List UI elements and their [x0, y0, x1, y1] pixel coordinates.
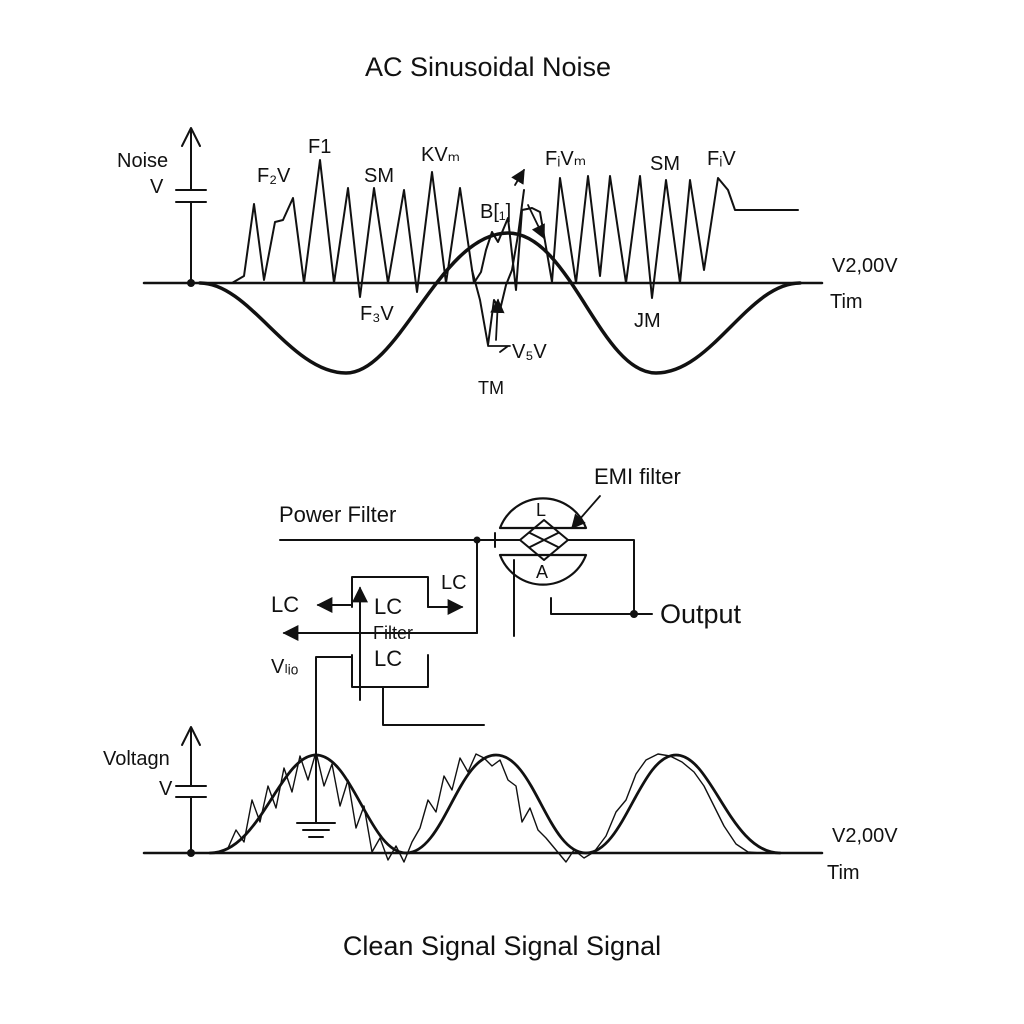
marker-label-tm: TM [478, 378, 504, 398]
marker-label-v5v: V₅V [512, 341, 547, 363]
bottom-clean-plot [142, 726, 824, 863]
lc-box-top-label: LC [374, 594, 402, 619]
lc-left-label: LC [271, 592, 299, 617]
top-noise-plot [142, 127, 824, 375]
top-sine-wave [198, 231, 802, 375]
bottom-baseline-value: V2,00V [832, 825, 898, 847]
lc-top-right-label: LC [441, 572, 467, 594]
top-glitch-arrow-down [527, 204, 545, 240]
top-baseline-value: V2,00V [832, 255, 898, 277]
marker-label-b: B[₁] [480, 201, 511, 223]
spike-label-7: FᵢV [707, 148, 736, 170]
lc-box-bottom-label: LC [374, 646, 402, 671]
ground-wire [315, 656, 353, 824]
spike-label-3: SM [364, 165, 394, 187]
top-glitch-arrow-up [490, 298, 505, 341]
emi-filter-lower-arc [498, 553, 588, 586]
bottom-title: Clean Signal Signal Signal [343, 931, 661, 961]
bottom-axis-label: Voltagn [103, 748, 170, 770]
lc-box-filter-label: Filter [373, 623, 413, 643]
top-noise-spikes [231, 159, 799, 299]
top-glitch-arrow-right [511, 168, 525, 186]
bottom-axis-unit: V [159, 778, 173, 800]
top-axis-unit: V [150, 176, 164, 198]
top-axis-label: Noise [117, 150, 168, 172]
emi-return-wire [550, 597, 635, 615]
spike-label-6: SM [650, 153, 680, 175]
spike-label-1: F₂V [257, 165, 291, 187]
emi-filter-cross [499, 519, 587, 561]
output-label: Output [660, 599, 742, 629]
power-filter-label: Power Filter [279, 502, 396, 527]
emi-label-pointer [571, 495, 601, 530]
v-label: Vₗᵢₒ [271, 656, 298, 678]
emi-output-wire [585, 539, 635, 615]
spike-label-4: KVₘ [421, 144, 460, 166]
bottom-clean-sine [208, 753, 782, 855]
spike-label-5: FᵢVₘ [545, 148, 586, 170]
spike-label-2: F1 [308, 136, 331, 158]
marker-label-f3v: F₃V [360, 303, 394, 325]
bottom-time-label: Tim [827, 862, 860, 884]
marker-label-jm: JM [634, 310, 661, 332]
bottom-axis-arrowhead [181, 726, 201, 746]
emi-top-label: L [536, 500, 546, 520]
lc-tail-line [382, 686, 485, 726]
emi-filter-label: EMI filter [594, 464, 681, 489]
bottom-ripple-trace [214, 751, 761, 863]
filter-circuit [279, 495, 653, 838]
top-v5-pointer [487, 345, 511, 353]
emi-bottom-label: A [536, 562, 548, 582]
top-time-label: Tim [830, 291, 863, 313]
top-title: AC Sinusoidal Noise [365, 52, 611, 82]
top-axis-arrowhead [181, 127, 201, 147]
